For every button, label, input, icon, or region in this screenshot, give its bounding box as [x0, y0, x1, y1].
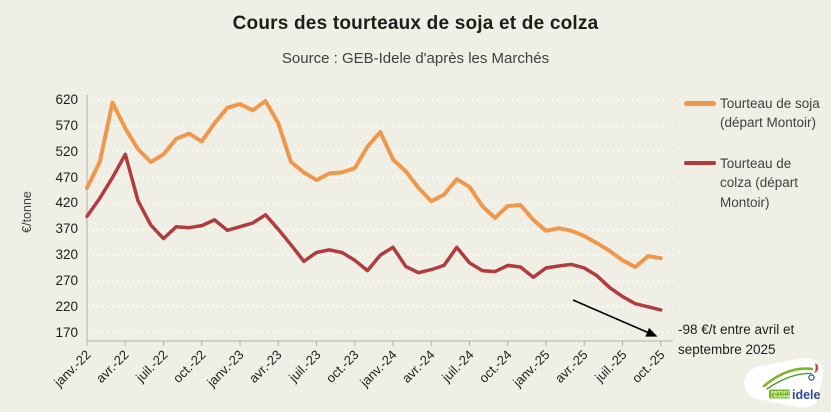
y-axis-title: €/tonne	[20, 191, 34, 233]
logo-green-swoosh	[762, 367, 814, 388]
y-tick-label: 220	[55, 298, 78, 314]
soja-line	[85, 99, 663, 269]
y-tick-label: 520	[55, 143, 78, 159]
logo-red-accent	[814, 363, 819, 373]
y-tick-label: 470	[55, 169, 78, 185]
y-tick-label: 570	[55, 117, 78, 133]
legend-label: Tourteau de soja (départ Montoir)	[720, 96, 820, 131]
trend-arrow	[572, 299, 658, 337]
legend-item-colza: Tourteau de colza (départ Montoir)	[684, 154, 830, 211]
y-tick-label: 320	[55, 247, 78, 263]
logo-institute-line2: L'ÉLEVAGE	[771, 394, 792, 399]
logo-idele-text: idele	[792, 388, 821, 402]
plot-area	[85, 95, 673, 346]
colza-line-swatch	[684, 161, 716, 166]
idele-logo: INSTITUT DE L'ÉLEVAGE idele	[744, 358, 824, 408]
logo-green-block	[769, 389, 790, 399]
legend-item-soja: Tourteau de soja (départ Montoir)	[684, 94, 830, 132]
chart-subtitle: Source : GEB-Idele d'après les Marchés	[281, 50, 550, 67]
y-tick-label: 620	[55, 92, 78, 107]
soja-line-swatch	[684, 101, 716, 106]
y-tick-label: 420	[55, 195, 78, 211]
logo-institute-line1: INSTITUT DE	[771, 391, 794, 395]
legend-label: Tourteau de colza (départ Montoir)	[720, 156, 799, 210]
colza-line	[85, 152, 663, 312]
annotation-text: -98 €/t entre avril et septembre 2025	[678, 322, 795, 357]
logo-background-shape	[744, 358, 824, 408]
chart-title: Cours des tourteaux de soja et de colza	[232, 13, 599, 34]
y-tick-label: 170	[55, 324, 78, 340]
y-tick-label: 370	[55, 221, 78, 237]
y-tick-label: 270	[55, 272, 78, 288]
logo-blue-accent	[808, 374, 815, 381]
logo-green-swoosh-2	[766, 372, 812, 390]
legend: Tourteau de soja (départ Montoir) Tourtea…	[684, 94, 830, 234]
